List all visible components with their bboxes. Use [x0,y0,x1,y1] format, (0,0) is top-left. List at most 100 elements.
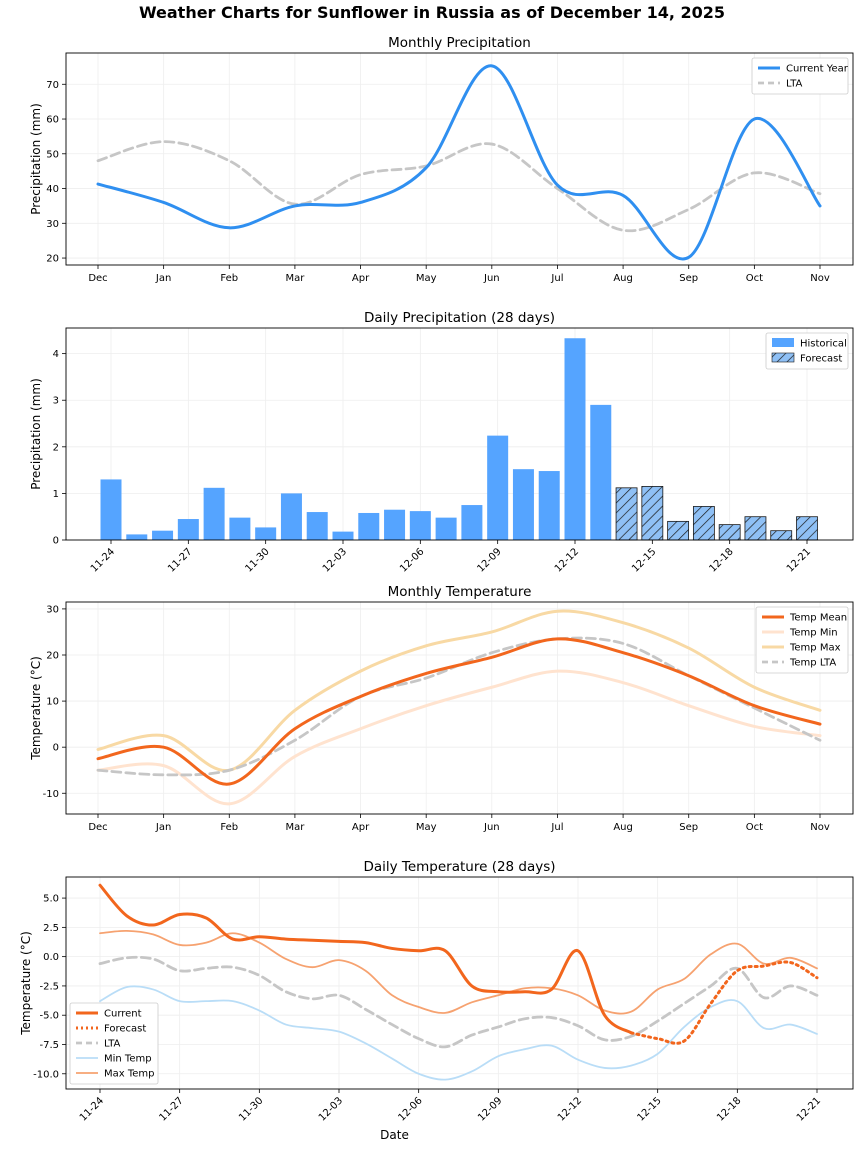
daily-precip-ytick-label: 2 [53,442,59,453]
daily-temp-xtick-label: 12-09 [476,1095,504,1123]
daily-precip-forecast-bar [796,516,818,541]
daily-temp-xtick-label: 12-15 [635,1095,663,1123]
monthly-temp-xtick-label: Feb [220,822,238,833]
daily-temp-xtick-label: 12-21 [795,1095,823,1123]
monthly-temp-xtick-label: Mar [285,822,305,833]
daily-precip-bar [435,517,457,540]
monthly-temp-axes-frame [65,601,854,815]
daily-precip-chart: Daily Precipitation (28 days) Precipitati… [29,310,854,575]
monthly-temp-legend-label: Temp Max [789,643,841,654]
monthly-temp-series-temp-lta [96,636,822,777]
daily-precip-bar [590,404,612,540]
daily-precip-legend-swatch [772,338,794,347]
daily-precip-bar [487,435,509,540]
daily-precip-forecast-bar [667,520,690,541]
monthly-temp-legend-label: Temp LTA [789,658,836,669]
monthly-precip-xtick-label: Apr [352,273,370,284]
daily-precip-forecast-bar [641,486,664,541]
daily-temp-ytick-label: 0.0 [43,952,59,963]
monthly-temp-xtick-label: Apr [352,822,370,833]
daily-precip-ytick-label: 0 [53,536,59,547]
monthly-precip-ytick-label: 30 [46,219,59,230]
monthly-precip-ytick-label: 20 [46,254,59,265]
daily-temp-ytick-label: -5.0 [39,1011,59,1022]
monthly-temp-ytick-label: -10 [43,789,59,800]
daily-temp-legend: Current Forecast LTA Min Temp Max Temp [69,1002,159,1085]
daily-precip-bar [461,505,483,540]
daily-temp-ylabel: Temperature (°C) [19,931,33,1036]
monthly-temp-xtick-label: May [416,822,437,833]
daily-temp-series-max-temp [99,929,818,1015]
monthly-temp-series-temp-mean [96,637,822,786]
daily-precip-bar [409,511,431,540]
daily-temp-legend-label: Forecast [104,1024,146,1035]
monthly-temp-xtick-label: Nov [810,822,830,833]
daily-precip-bar [100,479,122,540]
monthly-precip-xtick-label: Jul [550,273,563,284]
daily-temp-legend-box [69,1002,159,1085]
monthly-temp-ytick-label: 20 [46,651,59,662]
daily-temp-series-min-temp [99,985,818,1081]
monthly-precip-xtick-label: Sep [679,273,698,284]
monthly-precip-ytick-label: 40 [46,184,59,195]
monthly-temp-xtick-label: Jan [155,822,171,833]
monthly-temp-series-temp-max [96,609,822,772]
daily-precip-ylabel: Precipitation (mm) [29,378,43,490]
monthly-temp-chart: Monthly Temperature Temperature (°C) -10 0 1… [29,584,854,833]
daily-precip-legend-label: Historical [800,339,847,350]
monthly-precip-legend-label: LTA [786,79,803,90]
daily-precip-ytick-label: 1 [53,489,59,500]
monthly-temp-ytick-label: 0 [53,743,59,754]
daily-precip-bar [512,469,534,540]
daily-precip-legend-label: Forecast [800,354,842,365]
monthly-temp-xtick-label: Dec [88,822,107,833]
daily-precip-xtick-label: 11-30 [243,546,271,574]
daily-temp-series-lta [98,955,819,1049]
monthly-precip-xtick-label: Feb [220,273,238,284]
daily-temp-chart: Daily Temperature (28 days) Temperature (… [19,859,854,1142]
daily-temp-xtick-label: 11-24 [78,1095,106,1123]
daily-temp-legend-label: Max Temp [104,1069,155,1080]
monthly-temp-xtick-label: Jul [550,822,563,833]
daily-temp-xtick-label: 12-12 [556,1095,584,1123]
daily-precip-bar [280,493,302,540]
daily-precip-xtick-label: 12-15 [630,546,658,574]
daily-precip-forecast-bar [744,516,767,541]
monthly-precip-ytick-label: 50 [46,149,59,160]
monthly-precip-series-lta [96,140,822,233]
daily-precip-xtick-label: 12-12 [553,546,581,574]
daily-precip-legend-swatch [771,352,795,363]
daily-temp-legend-label: Current [104,1009,142,1020]
daily-precip-xtick-label: 12-18 [707,546,735,574]
daily-precip-xtick-label: 12-03 [321,546,349,574]
monthly-precip-ytick-label: 60 [46,115,59,126]
monthly-temp-xtick-label: Jun [483,822,500,833]
daily-precip-xtick-label: 11-27 [166,546,194,574]
monthly-precip-xtick-label: Nov [810,273,830,284]
daily-precip-ytick-label: 4 [53,349,59,360]
monthly-precip-axes-frame [65,52,854,266]
monthly-temp-ytick-label: 30 [46,604,59,615]
daily-temp-xlabel: Date [380,1128,409,1142]
monthly-precip-xtick-label: Jun [483,273,500,284]
daily-temp-xtick-label: 11-30 [237,1095,265,1123]
monthly-precip-legend-label: Current Year [786,64,849,75]
page-title: Weather Charts for Sunflower in Russia a… [138,3,726,22]
daily-precip-xtick-label: 12-09 [475,546,503,574]
daily-temp-legend-label: LTA [104,1039,121,1050]
monthly-temp-legend-label: Temp Mean [789,613,847,624]
daily-precip-bar [384,509,406,540]
monthly-precip-xtick-label: Mar [285,273,305,284]
daily-precip-bar [177,519,199,540]
monthly-precip-xtick-label: Dec [88,273,107,284]
daily-precip-forecast-bar [718,524,741,541]
monthly-precip-chart: Monthly Precipitation Precipitation (mm) 2… [29,35,854,284]
daily-temp-ytick-label: -2.5 [39,981,59,992]
daily-precip-axes-frame [65,327,854,541]
daily-precip-bar [229,517,251,540]
monthly-temp-xtick-label: Aug [613,822,633,833]
daily-temp-ytick-label: -10.0 [33,1069,59,1080]
daily-temp-series-forecast [629,960,819,1045]
